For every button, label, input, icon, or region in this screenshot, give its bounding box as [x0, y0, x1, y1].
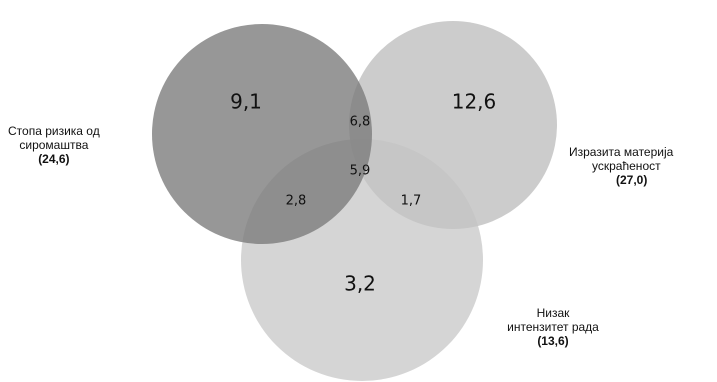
label-work-line-1: Низак [536, 306, 570, 320]
label-deprivation-line-2: ускраћеност [592, 159, 661, 173]
label-deprivation-total: (27,0) [616, 173, 648, 187]
label-poverty-line-1: Стопа ризика од [8, 124, 100, 138]
label-poverty-total: (24,6) [38, 152, 70, 166]
label-deprivation: Изразита материја ускраћеност (27,0) [569, 145, 717, 187]
label-work: Низак интензитет рада (13,6) [497, 306, 609, 348]
value-poverty-deprivation: 6,8 [350, 115, 371, 130]
value-deprivation-only: 12,6 [452, 90, 497, 114]
label-poverty: Стопа ризика од сиромаштва (24,6) [8, 124, 100, 166]
label-deprivation-line-1: Изразита материја [569, 145, 674, 159]
label-work-line-2: интензитет рада [507, 320, 599, 334]
label-work-total: (13,6) [537, 334, 569, 348]
label-poverty-line-2: сиромаштва [19, 138, 89, 152]
value-deprivation-work: 1,7 [401, 194, 422, 209]
circle-poverty [152, 24, 372, 244]
value-poverty-work: 2,8 [286, 194, 307, 209]
value-poverty-only: 9,1 [230, 90, 262, 114]
value-all-three: 5,9 [350, 164, 371, 179]
value-work-only: 3,2 [344, 272, 376, 296]
